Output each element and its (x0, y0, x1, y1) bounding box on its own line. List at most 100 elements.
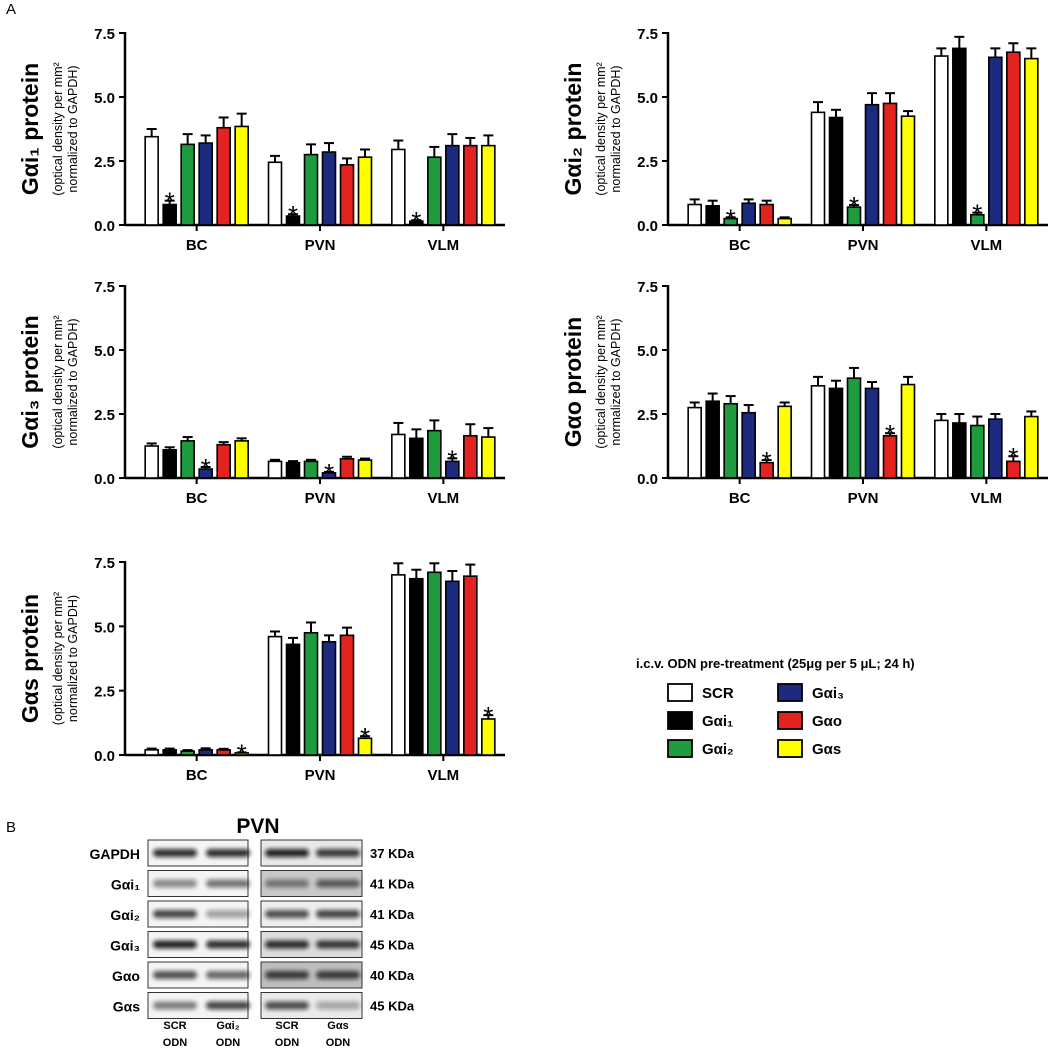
bar (934, 55, 949, 226)
y-axis-title: Gαi₂ protein (560, 63, 586, 196)
significance-marker: * (1008, 442, 1018, 472)
y-tick-label: 2.5 (637, 407, 658, 424)
bar (216, 443, 231, 479)
blot-title: PVN (236, 815, 279, 838)
x-tick-label: BC (729, 490, 751, 507)
bar (705, 400, 720, 479)
bar (970, 213, 985, 226)
bar (198, 142, 213, 226)
blot-band (153, 940, 197, 949)
significance-marker: * (288, 200, 298, 230)
bar (828, 116, 844, 226)
bar (198, 749, 213, 756)
bar (934, 419, 949, 479)
legend-swatch (777, 711, 803, 730)
y-axis-note: normalized to GAPDH) (66, 595, 80, 722)
legend-label: Gαi₁ (702, 713, 733, 730)
chart: Gαi₁ protein (optical density per mm² norm… (17, 26, 505, 254)
blot-row-label: Gαi₁ (111, 877, 140, 893)
blot-band (153, 971, 197, 979)
bar (285, 215, 301, 226)
y-axis-note: (optical density per mm² (594, 62, 608, 195)
blot-lane-label: SCR (163, 1020, 186, 1032)
y-tick-label: 5.0 (637, 90, 658, 107)
blot-band (153, 910, 197, 918)
bar (463, 575, 478, 756)
bar (303, 153, 319, 226)
x-tick-label: VLM (970, 237, 1002, 254)
x-tick-label: PVN (305, 237, 336, 254)
bar (409, 220, 424, 226)
bar (481, 144, 496, 226)
bar (988, 56, 1003, 226)
x-tick-label: VLM (427, 237, 459, 254)
y-tick-label: 0.0 (637, 218, 658, 235)
blot-size-label: 41 KDa (370, 877, 415, 892)
significance-marker: * (726, 203, 736, 233)
bar (864, 103, 880, 226)
y-tick-label: 5.0 (94, 343, 115, 360)
y-axis-note: (optical density per mm² (51, 315, 65, 448)
x-tick-label: VLM (427, 490, 459, 507)
bar (481, 718, 496, 756)
bar (427, 571, 442, 756)
bar (810, 385, 826, 479)
significance-marker: * (324, 458, 334, 488)
legend-label: SCR (702, 685, 734, 702)
legend-swatch (667, 683, 693, 702)
y-axis-title: Gαi₃ protein (17, 315, 43, 448)
legend-swatch (777, 683, 803, 702)
y-tick-label: 5.0 (637, 343, 658, 360)
bar (846, 377, 862, 479)
y-axis-note: normalized to GAPDH) (66, 65, 80, 192)
bar (463, 144, 478, 226)
bar (267, 161, 283, 226)
bar (234, 125, 249, 226)
bar (427, 156, 442, 226)
blot-band (265, 910, 309, 918)
legend-title: i.c.v. ODN pre-treatment (25μg per 5 μL;… (636, 656, 915, 671)
legend-label: Gαo (812, 713, 842, 730)
x-tick-label: PVN (848, 490, 879, 507)
bar (339, 164, 355, 226)
bar (162, 449, 177, 479)
x-tick-label: PVN (305, 490, 336, 507)
significance-marker: * (237, 738, 247, 768)
y-tick-label: 7.5 (637, 26, 658, 43)
bar (267, 635, 283, 756)
bar (303, 631, 319, 756)
bar (723, 217, 738, 226)
bar (952, 422, 967, 479)
significance-marker: * (165, 187, 175, 217)
bar (285, 643, 301, 756)
significance-marker: * (360, 722, 370, 752)
blot-row-label: Gαs (113, 999, 140, 1015)
bar (970, 424, 985, 479)
bar (1024, 415, 1039, 479)
bar (357, 737, 373, 756)
blot-band (265, 1001, 309, 1010)
y-tick-label: 2.5 (94, 154, 115, 171)
y-axis-note: normalized to GAPDH) (66, 318, 80, 445)
y-tick-label: 5.0 (94, 90, 115, 107)
blot-band (316, 1001, 360, 1010)
bar (180, 143, 195, 226)
bar (198, 468, 213, 479)
blot-size-label: 37 KDa (370, 846, 415, 861)
blot-band (316, 879, 360, 888)
y-axis-note: normalized to GAPDH) (609, 318, 623, 445)
bar (357, 156, 373, 226)
bar (144, 135, 159, 226)
blot-row-label: GAPDH (89, 846, 140, 862)
bar (391, 574, 406, 756)
bar (882, 102, 898, 226)
y-tick-label: 5.0 (94, 619, 115, 636)
bar (162, 749, 177, 756)
legend-swatch (667, 711, 693, 730)
blot-band (265, 971, 309, 979)
bar (409, 437, 424, 479)
blot-row-label: Gαi₂ (110, 907, 140, 923)
y-axis-note: (optical density per mm² (594, 315, 608, 448)
bar (900, 115, 916, 226)
